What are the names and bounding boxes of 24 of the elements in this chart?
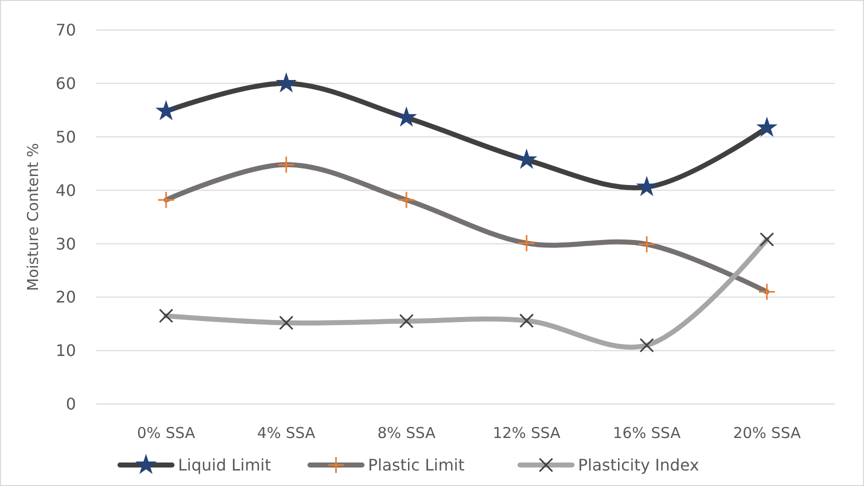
y-axis-title: Moisture Content % bbox=[24, 142, 42, 292]
legend-label: Liquid Limit bbox=[178, 456, 272, 475]
x-tick-label: 16% SSA bbox=[612, 424, 682, 442]
point bbox=[396, 107, 416, 126]
legend-label: Plasticity Index bbox=[578, 456, 700, 475]
y-tick-label: 50 bbox=[56, 127, 76, 146]
y-tick-label: 20 bbox=[56, 288, 76, 307]
point bbox=[156, 100, 176, 120]
y-tick-label: 70 bbox=[56, 20, 76, 40]
point bbox=[757, 117, 777, 136]
y-tick-label: 0 bbox=[66, 394, 76, 414]
x-tick-label: 8% SSA bbox=[377, 424, 436, 442]
point bbox=[636, 176, 657, 196]
point bbox=[516, 150, 536, 168]
y-tick-label: 40 bbox=[56, 180, 76, 200]
legend-label: Plastic Limit bbox=[368, 456, 464, 475]
x-tick-label: 12% SSA bbox=[492, 424, 562, 442]
y-tick-label: 30 bbox=[56, 234, 76, 254]
x-tick-label: 0% SSA bbox=[137, 424, 196, 442]
point bbox=[276, 73, 296, 92]
x-tick-label: 4% SSA bbox=[257, 424, 316, 442]
y-tick-label: 60 bbox=[56, 74, 76, 94]
y-tick-label: 10 bbox=[56, 341, 76, 360]
x-tick-label: 20% SSA bbox=[733, 424, 802, 442]
